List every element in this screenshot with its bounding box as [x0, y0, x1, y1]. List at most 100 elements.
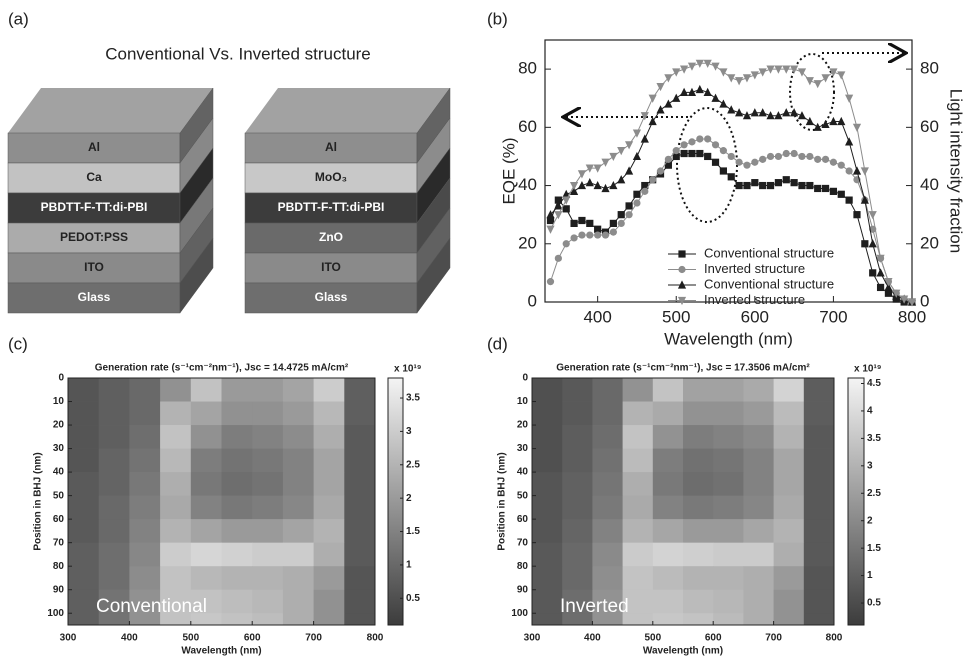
- marker: [656, 82, 665, 92]
- x-tick-label: 700: [765, 633, 782, 644]
- heatmap-cell: [344, 495, 376, 520]
- heatmap-cell: [98, 519, 130, 544]
- marker: [782, 149, 790, 158]
- layer-label: Al: [88, 140, 100, 154]
- marker: [617, 175, 626, 184]
- legend-marker: [678, 250, 686, 258]
- marker: [821, 119, 830, 129]
- marker: [695, 59, 704, 68]
- marker: [546, 210, 555, 219]
- colorbar-tick-label: 2: [867, 515, 873, 526]
- marker: [774, 152, 783, 161]
- marker: [593, 164, 602, 173]
- marker: [876, 254, 885, 263]
- heatmap-cell: [622, 495, 654, 520]
- marker: [766, 152, 775, 161]
- x-axis-label: Wavelength (nm): [643, 646, 723, 657]
- y-tick-label: 60: [53, 514, 65, 525]
- marker: [742, 74, 752, 83]
- colorbar-tick-label: 0.5: [867, 598, 881, 609]
- y-tick-label: 70: [517, 537, 529, 548]
- marker: [884, 278, 893, 287]
- heatmap-cell: [129, 378, 161, 402]
- heatmap-cell: [592, 448, 623, 473]
- marker: [813, 122, 822, 131]
- marker: [727, 105, 736, 114]
- marker: [829, 68, 838, 77]
- heatmap-cell: [160, 542, 192, 567]
- x-tick-label: 600: [705, 633, 722, 644]
- heatmap-cell: [773, 613, 805, 626]
- heatmap-cell: [68, 448, 100, 473]
- y-tick-label: 60: [518, 117, 537, 136]
- heatmap-cell: [562, 448, 593, 473]
- heatmap-cell: [160, 495, 192, 520]
- heatmap-cell: [129, 613, 161, 626]
- heatmap-cell: [252, 519, 284, 544]
- x-tick-label: 300: [60, 633, 77, 644]
- heatmap-cell: [622, 448, 654, 473]
- marker: [719, 147, 727, 155]
- marker: [695, 84, 704, 94]
- heatmap-cell: [344, 425, 376, 449]
- marker: [672, 93, 681, 102]
- marker: [751, 158, 759, 166]
- annotation: Inverted: [560, 596, 629, 617]
- marker: [759, 181, 767, 190]
- heatmap-cell: [713, 495, 744, 520]
- heatmap-cell: [592, 613, 623, 626]
- plot-frame: [531, 377, 835, 626]
- heatmap-cell: [190, 378, 222, 402]
- heatmap-cell: [160, 589, 192, 614]
- layer-label: PEDOT:PSS: [60, 230, 128, 244]
- heatmap-cell: [313, 589, 345, 614]
- heatmap-cell: [562, 542, 593, 567]
- heatmap-cell: [532, 566, 563, 591]
- y2-tick-label: 40: [920, 175, 939, 194]
- marker: [585, 178, 594, 187]
- marker: [687, 87, 697, 96]
- layer: [244, 132, 418, 164]
- marker: [837, 190, 845, 198]
- heatmap-cell: [652, 378, 684, 402]
- panel-label: (a): [8, 9, 29, 28]
- marker: [569, 186, 579, 195]
- heatmap-cell: [592, 519, 623, 544]
- heatmap-cell: [652, 519, 684, 544]
- heatmap-cell: [252, 613, 284, 626]
- marker: [892, 289, 901, 298]
- marker: [742, 111, 752, 120]
- heatmap-cell: [592, 425, 623, 449]
- y-tick-label: 10: [517, 396, 529, 407]
- marker: [900, 295, 909, 304]
- layer-label: MoO₃: [315, 170, 347, 184]
- heatmap-cell: [713, 589, 744, 614]
- heatmap-cell: [713, 519, 744, 544]
- heatmap-cell: [652, 542, 684, 567]
- heatmap-cell: [160, 401, 192, 426]
- x-tick-label: 700: [305, 633, 322, 644]
- marker: [546, 225, 555, 234]
- y-axis-label: Position in BHJ (nm): [33, 452, 44, 550]
- colorbar-tick-label: 1.5: [406, 526, 420, 537]
- heatmap-cell: [129, 542, 161, 567]
- marker: [719, 99, 728, 108]
- layer: [244, 222, 418, 254]
- marker: [829, 116, 838, 126]
- heatmap-cell: [282, 589, 314, 614]
- heatmap-cell: [713, 542, 744, 567]
- heatmap-cell: [652, 589, 684, 614]
- heatmap-cell: [803, 378, 835, 402]
- y-tick-label: 100: [511, 608, 528, 619]
- marker: [570, 219, 578, 227]
- marker: [664, 74, 673, 83]
- marker: [735, 108, 744, 117]
- heatmap-cell: [683, 495, 714, 520]
- marker: [829, 187, 838, 195]
- marker: [711, 158, 720, 166]
- marker: [852, 123, 862, 132]
- marker: [861, 240, 869, 248]
- heatmap-cell: [221, 448, 253, 473]
- marker: [790, 108, 799, 117]
- heatmap-cell: [98, 472, 130, 497]
